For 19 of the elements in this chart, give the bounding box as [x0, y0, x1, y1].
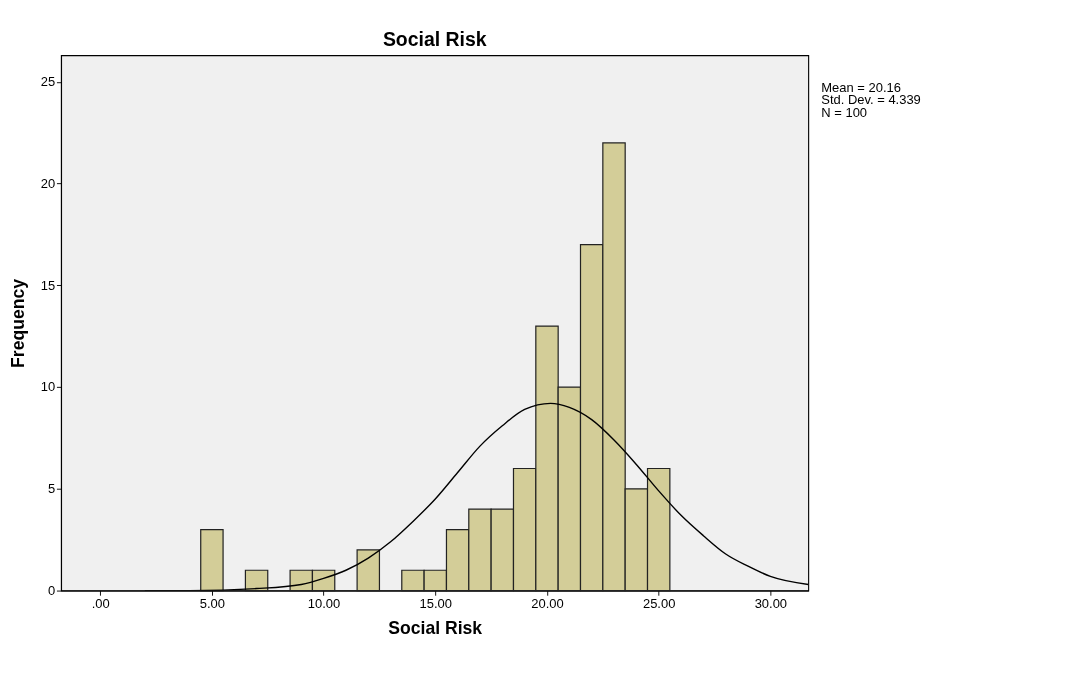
x-tick-label: 10.00: [307, 595, 341, 611]
text: N = 100: [821, 105, 868, 121]
y-tick-label: 20: [40, 175, 56, 191]
text: Mean = 20.16: [821, 79, 901, 95]
y-tick-label: 0: [47, 582, 56, 598]
x-tick-label: .00: [91, 595, 110, 611]
y-tick-label: 5: [47, 481, 56, 497]
y-tick-label: 10: [40, 379, 56, 395]
x-tick-label: 5.00: [199, 595, 225, 611]
chart-title: Social Risk: [382, 28, 487, 51]
y-axis-title: Frequency: [8, 278, 29, 368]
text: Std. Dev. = 4.339: [821, 92, 921, 108]
y-tick-label: 15: [40, 277, 56, 293]
x-tick-label: 20.00: [531, 595, 564, 611]
x-tick-label: 15.00: [419, 595, 452, 611]
x-tick-label: 30.00: [754, 595, 788, 611]
y-tick-label: 25: [40, 74, 56, 90]
x-tick-label: 25.00: [642, 595, 676, 611]
x-axis-title: Social Risk: [388, 617, 483, 638]
